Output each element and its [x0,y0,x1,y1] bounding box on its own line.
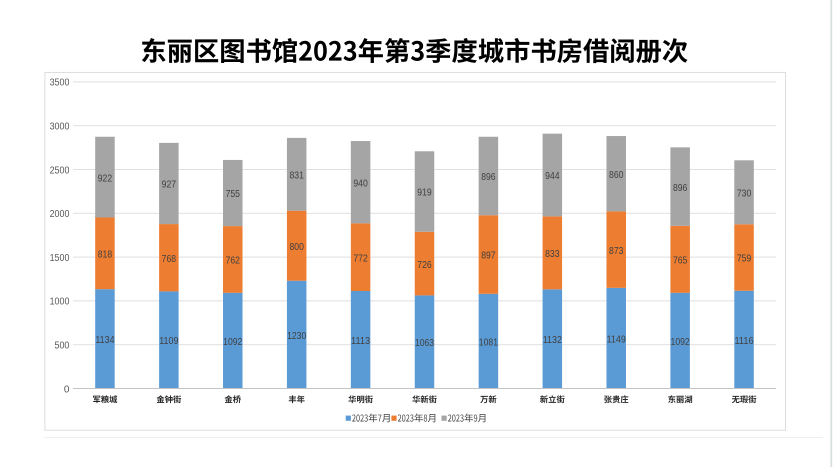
svg-text:1230: 1230 [287,331,306,342]
svg-text:860: 860 [609,170,624,181]
svg-text:772: 772 [353,253,368,264]
svg-text:759: 759 [737,254,752,265]
svg-text:1063: 1063 [415,338,434,349]
svg-text:873: 873 [609,246,624,257]
svg-text:2500: 2500 [50,165,70,176]
svg-text:818: 818 [98,250,113,261]
svg-text:3000: 3000 [50,122,70,133]
svg-text:500: 500 [55,341,70,352]
svg-text:726: 726 [417,260,432,271]
svg-text:897: 897 [481,251,496,262]
svg-text:1132: 1132 [543,335,562,346]
svg-text:1134: 1134 [95,335,114,346]
svg-text:927: 927 [162,180,177,191]
svg-text:896: 896 [673,183,688,194]
svg-text:919: 919 [417,188,432,199]
svg-text:1092: 1092 [671,337,690,348]
svg-text:944: 944 [545,171,560,182]
svg-text:800: 800 [289,242,304,253]
svg-text:940: 940 [353,178,368,189]
svg-text:1092: 1092 [223,337,242,348]
svg-text:1109: 1109 [159,336,178,347]
svg-text:765: 765 [673,256,688,267]
svg-text:896: 896 [481,172,496,183]
svg-text:3500: 3500 [50,78,70,89]
svg-text:831: 831 [289,170,304,181]
svg-text:1500: 1500 [50,253,70,264]
svg-text:1113: 1113 [351,336,370,347]
svg-text:1116: 1116 [734,336,753,347]
svg-text:730: 730 [737,188,752,199]
svg-text:768: 768 [162,254,177,265]
svg-text:1000: 1000 [50,297,70,308]
svg-text:755: 755 [226,189,241,200]
svg-text:833: 833 [545,249,560,260]
svg-text:762: 762 [226,256,241,267]
svg-text:1081: 1081 [479,337,498,348]
svg-text:922: 922 [98,173,113,184]
svg-text:1149: 1149 [607,334,626,345]
svg-text:2000: 2000 [50,209,70,220]
svg-text:0: 0 [64,384,70,395]
